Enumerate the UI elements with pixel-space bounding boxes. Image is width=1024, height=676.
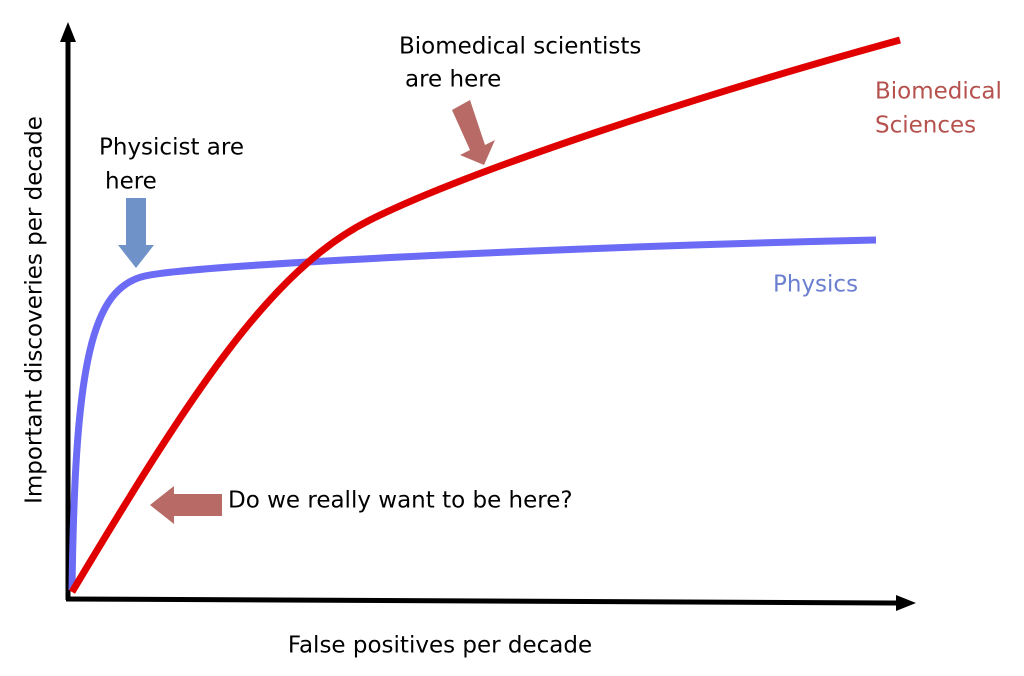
x-axis	[65, 596, 901, 606]
annotation: Biomedical scientists	[399, 34, 641, 60]
physics-pointer	[118, 198, 154, 268]
x-axis-label: False positives per decade	[288, 633, 592, 659]
biomedical-curve	[68, 36, 901, 594]
curve-label: Biomedical	[875, 79, 1002, 105]
curve-label: Sciences	[875, 113, 976, 139]
biomedical-pointer	[452, 100, 495, 165]
annotation: here	[105, 169, 157, 195]
annotation: are here	[405, 67, 501, 93]
y-axis-arrow	[60, 22, 76, 42]
annotation: Physicist are	[99, 135, 244, 161]
curve-label: Physics	[773, 272, 858, 298]
x-axis-arrow	[896, 595, 916, 611]
physics-curve	[68, 236, 877, 591]
y-axis-label: Important discoveries per decade	[22, 116, 48, 504]
question-pointer	[150, 486, 222, 524]
annotation: Do we really want to be here?	[228, 488, 573, 514]
